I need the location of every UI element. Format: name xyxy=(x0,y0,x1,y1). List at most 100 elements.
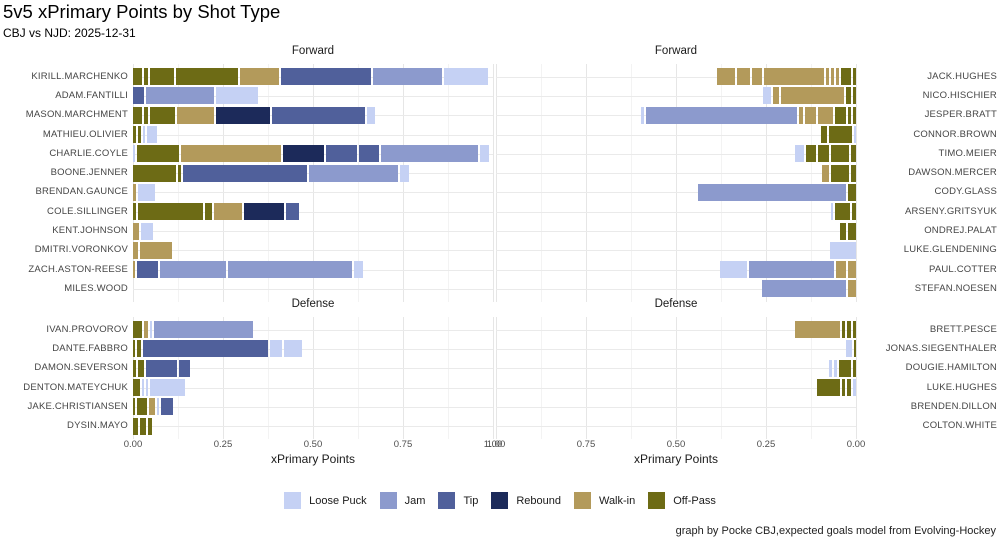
bar-segment xyxy=(851,145,856,163)
bar-segment xyxy=(133,164,176,182)
gridline xyxy=(133,288,493,290)
bar-segment xyxy=(480,145,489,163)
gridline xyxy=(496,231,856,233)
gridline xyxy=(496,387,856,389)
bar-segment xyxy=(359,145,379,163)
gridline xyxy=(541,317,542,439)
bar-segment xyxy=(133,359,136,377)
bar-row xyxy=(496,241,856,259)
bar-row xyxy=(133,164,493,182)
bar-row xyxy=(496,68,856,86)
bar-segment xyxy=(805,106,816,124)
bar-segment xyxy=(133,261,135,279)
gridline xyxy=(358,64,359,302)
bar-row xyxy=(133,379,493,397)
bar-row xyxy=(496,164,856,182)
bar-segment xyxy=(283,145,324,163)
bar-segment xyxy=(133,87,144,105)
bar-row xyxy=(133,183,493,201)
gridline xyxy=(496,192,856,194)
bar-row xyxy=(133,261,493,279)
gridline xyxy=(721,317,722,439)
bar-segment xyxy=(137,340,141,358)
bar-segment xyxy=(133,145,135,163)
bar-segment xyxy=(150,321,152,339)
gridline xyxy=(133,387,493,389)
player-label: JAKE.CHRISTIANSEN xyxy=(27,400,128,412)
bar-segment xyxy=(138,359,144,377)
bar-segment xyxy=(354,261,363,279)
bar-segment xyxy=(848,106,851,124)
bar-segment xyxy=(144,68,148,86)
bar-segment xyxy=(852,203,856,221)
gridline xyxy=(133,211,493,213)
player-label: JACK.HUGHES xyxy=(927,70,997,82)
bar-segment xyxy=(831,164,849,182)
bar-segment xyxy=(367,106,375,124)
bar-segment xyxy=(137,261,158,279)
gridline xyxy=(133,406,493,408)
legend-swatch-rebound xyxy=(491,492,509,509)
bar-segment xyxy=(698,183,846,201)
bar-segment xyxy=(150,68,174,86)
axis-tick-label: 0.00 xyxy=(123,439,143,450)
panel-title-defense: Defense xyxy=(291,298,335,310)
player-label: ADAM.FANTILLI xyxy=(55,89,128,101)
bar-segment xyxy=(205,203,212,221)
bar-segment xyxy=(373,68,442,86)
bar-segment xyxy=(847,379,851,397)
panel-title-forward: Forward xyxy=(654,45,698,57)
bar-segment xyxy=(144,321,148,339)
legend-label: Rebound xyxy=(516,494,561,507)
bar-segment xyxy=(826,68,829,86)
bar-segment xyxy=(133,321,142,339)
bar-segment xyxy=(781,87,844,105)
bar-segment xyxy=(179,359,190,377)
legend-label: Walk-in xyxy=(598,494,636,507)
bar-row xyxy=(496,321,856,339)
bar-segment xyxy=(737,68,750,86)
bar-segment xyxy=(848,280,856,298)
bar-segment xyxy=(146,87,214,105)
axis-tick-label: 0.50 xyxy=(303,439,323,450)
player-label: DENTON.MATEYCHUK xyxy=(23,381,128,393)
bar-segment xyxy=(840,222,846,240)
bar-segment xyxy=(848,183,856,201)
gridline xyxy=(496,317,497,439)
gridline xyxy=(541,64,542,302)
bar-segment xyxy=(381,145,478,163)
gridline xyxy=(856,64,857,302)
player-label: ZACH.ASTON-REESE xyxy=(28,263,128,275)
player-label: IVAN.PROVOROV xyxy=(46,323,128,335)
legend-item: Walk-in xyxy=(573,492,636,509)
bar-segment xyxy=(846,340,852,358)
gridline xyxy=(448,317,449,439)
bar-segment xyxy=(137,145,179,163)
gridline xyxy=(448,64,449,302)
legend-item: Jam xyxy=(379,492,425,509)
bar-row xyxy=(133,359,493,377)
axis-tick-label: 0.25 xyxy=(213,439,233,450)
player-label: JESPER.BRATT xyxy=(924,109,997,121)
player-label: DAWSON.MERCER xyxy=(908,167,997,179)
player-label: DMITRI.VORONKOV xyxy=(34,244,128,256)
bar-segment xyxy=(830,241,856,259)
player-label: CONNOR.BROWN xyxy=(913,128,997,140)
bar-segment xyxy=(216,106,270,124)
bar-row xyxy=(133,340,493,358)
bar-segment xyxy=(286,203,299,221)
gridline xyxy=(493,64,494,302)
bar-segment xyxy=(795,321,840,339)
bar-segment xyxy=(244,203,284,221)
legend-label: Tip xyxy=(463,494,479,507)
bar-segment xyxy=(133,398,135,416)
player-label: DANTE.FABBRO xyxy=(52,342,128,354)
bar-segment xyxy=(147,126,157,144)
bar-segment xyxy=(146,379,148,397)
gridline xyxy=(586,64,587,302)
bar-segment xyxy=(157,398,159,416)
bar-segment xyxy=(851,164,856,182)
bar-segment xyxy=(817,379,840,397)
legend-item: Off-Pass xyxy=(648,492,716,509)
bar-segment xyxy=(720,261,747,279)
